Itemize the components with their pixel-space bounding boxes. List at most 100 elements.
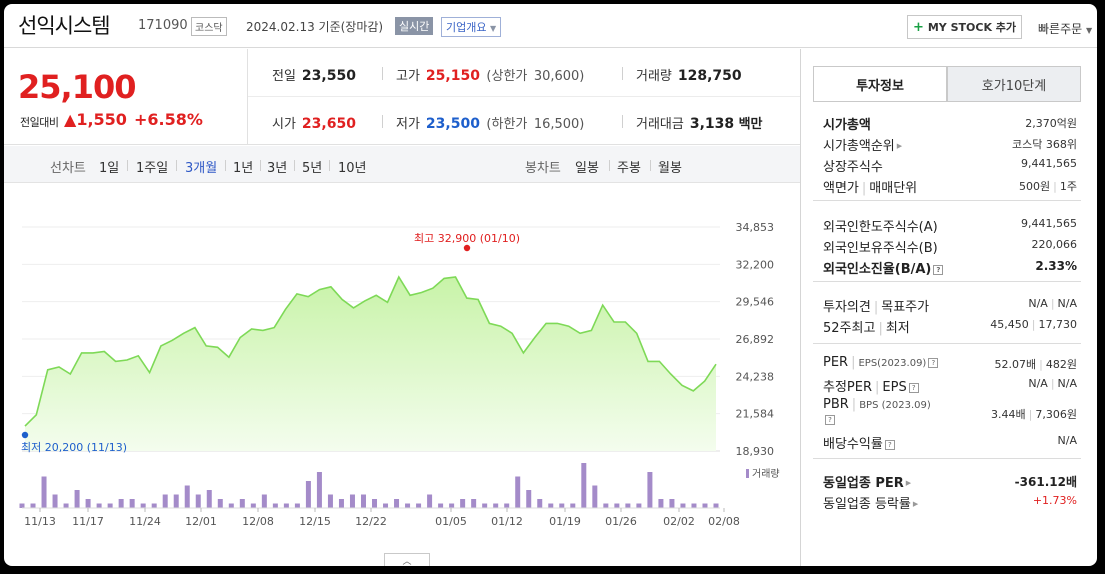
info-row: PER | EPS(2023.09)? 52.07배 | 482원	[823, 355, 1079, 376]
rank-label-text: 시가총액순위	[823, 139, 895, 154]
volume-bar	[581, 463, 587, 508]
market-cap-rank-label[interactable]: 시가총액순위 ▶	[823, 135, 902, 154]
plus-icon: +	[912, 19, 924, 35]
volume-bar	[372, 499, 378, 508]
realtime-badge[interactable]: 실시간	[395, 17, 434, 35]
sector-per-text: 동일업종 PER	[823, 476, 904, 491]
volume-bar	[206, 490, 212, 508]
volume-bar	[394, 499, 400, 508]
info-row: 시가총액 2,370억원	[823, 114, 1079, 135]
prev-close-value: 23,550	[301, 68, 356, 84]
volume-bar	[85, 499, 91, 508]
volume-legend-swatch	[746, 469, 749, 478]
est-eps-value: N/A	[1057, 377, 1077, 390]
period-tab-10y[interactable]: 10년	[338, 161, 367, 176]
y-tick-label: 29,546	[736, 296, 775, 309]
opinion-group: 투자의견 | 목표주가 N/A | N/A 52주최고 | 최저 45,450 | 17,730	[813, 282, 1081, 344]
price-chart[interactable]: 34,853 32,200 29,546 26,892 24,238 21,584 18,9…	[4, 184, 800, 566]
help-icon[interactable]: ?	[908, 383, 919, 393]
open-value: 23,650	[301, 116, 356, 132]
volume-bar	[691, 503, 697, 508]
w52-value: 45,450 | 17,730	[990, 318, 1077, 331]
high-value: 25,150	[425, 68, 480, 84]
candle-tab-daily[interactable]: 일봉	[575, 161, 599, 176]
stock-code: 171090	[138, 18, 188, 33]
up-triangle-icon: ▲	[64, 110, 77, 129]
volume-bar	[261, 494, 267, 508]
volume-bar	[228, 503, 234, 508]
sector-per-label[interactable]: 동일업종 PER ▶	[823, 472, 911, 491]
stock-name[interactable]: 선익시스템	[18, 14, 111, 38]
x-tick-label: 01/19	[549, 515, 581, 528]
volume-bar	[173, 494, 179, 508]
foreign-ratio-value: 2.33%	[1035, 259, 1077, 273]
x-tick-label: 11/17	[72, 515, 104, 528]
target-value: N/A	[1057, 297, 1077, 310]
candle-tab-monthly[interactable]: 월봉	[658, 161, 682, 176]
x-tick-label: 01/05	[435, 515, 467, 528]
sector-change-label[interactable]: 동일업종 등락률 ▶	[823, 493, 918, 512]
pbr-bps-value: 3.44배 | 7,306원	[991, 408, 1077, 421]
info-row: 외국인소진율(B/A)? 2.33%	[823, 258, 1079, 279]
summary-row: 전일 23,550 고가 25,150 (상한가 30,600) 거래량 128,75…	[248, 49, 800, 97]
y-tick-label: 32,200	[736, 258, 775, 271]
volume-bar	[570, 503, 576, 508]
period-tab-3m[interactable]: 3개월	[185, 161, 218, 176]
est-eps-label: EPS	[882, 380, 907, 395]
volume-bar	[603, 503, 609, 508]
w52-high-value: 45,450	[990, 318, 1029, 331]
volume-bar	[316, 472, 322, 508]
market-cap-group: 시가총액 2,370억원 시가총액순위 ▶ 코스닥 368위 상장주식수 9,441,5…	[813, 102, 1081, 201]
volume-bar	[680, 503, 686, 508]
stock-widget: 선익시스템 171090 코스닥 2024.02.13 기준(장마감) 실시간 …	[4, 4, 1097, 566]
x-tick-label: 01/26	[605, 515, 637, 528]
open-label: 시가	[272, 117, 296, 132]
x-tick-label: 11/13	[24, 515, 56, 528]
help-icon[interactable]: ?	[825, 415, 835, 425]
price-chart-svg: 34,853 32,200 29,546 26,892 24,238 21,584 18,9…	[19, 221, 780, 528]
volume-bar	[107, 503, 113, 508]
max-label: 최고 32,900 (01/10)	[414, 232, 520, 245]
volume-bar	[52, 494, 58, 508]
quick-order-button[interactable]: 빠른주문 ▼	[1038, 20, 1092, 37]
volume-bar	[74, 490, 80, 508]
period-tab-1d[interactable]: 1일	[99, 161, 120, 176]
opinion-label: 투자의견	[823, 300, 871, 315]
price-area	[25, 277, 716, 451]
sector-per-value: -361.12배	[1014, 475, 1077, 489]
company-info-button[interactable]: 기업개요 ▼	[441, 17, 502, 37]
par-unit-label: 액면가 | 매매단위	[823, 181, 918, 196]
opinion-target-value: N/A | N/A	[1028, 297, 1077, 310]
change-amount-value: 1,550	[76, 110, 127, 129]
trade-amount-label: 거래대금	[636, 117, 684, 132]
est-per-value: N/A	[1028, 377, 1048, 390]
est-per-eps-value: N/A | N/A	[1028, 377, 1077, 390]
volume-bar	[118, 499, 124, 508]
candle-tab-weekly[interactable]: 주봉	[617, 161, 641, 176]
volume-bar	[669, 499, 675, 508]
help-icon[interactable]: ?	[928, 358, 939, 368]
volume-bar	[63, 503, 69, 508]
volume-bar	[217, 499, 223, 508]
volume: 거래량 128,750	[636, 65, 742, 84]
volume-bar	[416, 503, 422, 508]
triangle-right-icon: ▶	[912, 500, 919, 508]
period-tab-3y[interactable]: 3년	[267, 161, 288, 176]
triangle-right-icon: ▶	[905, 479, 912, 487]
max-marker	[463, 244, 471, 252]
tab-invest-info[interactable]: 투자정보	[813, 66, 947, 102]
tab-order-book[interactable]: 호가10단계	[947, 66, 1081, 102]
dividend-value: N/A	[1057, 434, 1077, 447]
volume-bar	[482, 503, 488, 508]
period-tab-1w[interactable]: 1주일	[136, 161, 169, 176]
mystock-add-button[interactable]: + MY STOCK 추가	[907, 15, 1022, 39]
period-tab-5y[interactable]: 5년	[302, 161, 323, 176]
chart-expand-button[interactable]: ︿	[384, 553, 430, 566]
help-icon[interactable]: ?	[933, 265, 944, 275]
dividend-label: 배당수익률?	[823, 433, 895, 452]
pbr-label: PBR	[823, 397, 849, 412]
volume-label: 거래량	[636, 69, 672, 84]
help-icon[interactable]: ?	[884, 440, 895, 450]
volume-bar	[140, 503, 146, 508]
period-tab-1y[interactable]: 1년	[233, 161, 254, 176]
